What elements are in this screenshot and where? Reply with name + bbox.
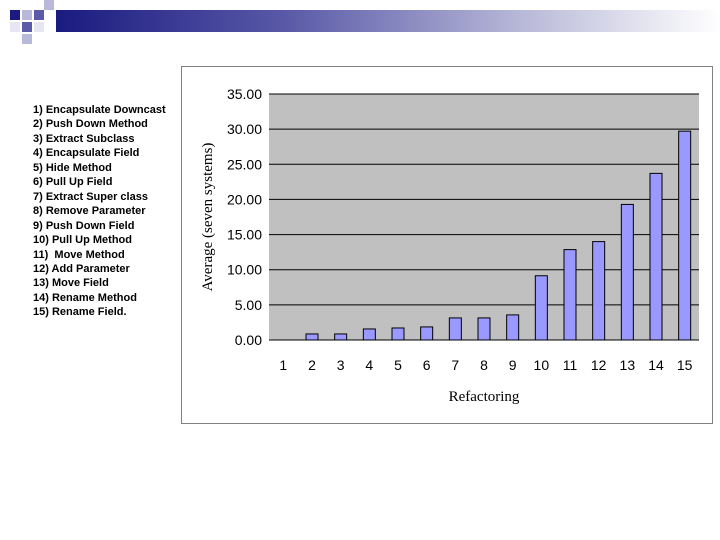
bar-chart: 0.00 5.00 10.00 15.00 20.00 25.00 30.00 35.00 1… [200,86,699,405]
x-tick-label: 2 [308,357,316,373]
bars [305,130,692,341]
legend-item: 10) Pull Up Method [33,234,132,247]
x-tick-label: 13 [620,357,636,373]
bar [305,333,319,341]
y-tick-label: 30.00 [227,121,262,137]
y-tick-labels: 0.00 5.00 10.00 15.00 20.00 25.00 30.00 35.00 [227,86,262,348]
legend-item: 15) Rename Field. [33,306,127,319]
header-square [10,22,20,32]
x-axis-label: Refactoring [449,389,520,405]
legend-item: 5) Hide Method [33,161,112,174]
x-tick-labels: 1 2 3 4 5 6 7 8 9 10 11 12 13 14 15 [279,357,692,373]
bar [620,203,634,341]
legend-item: 3) Extract Subclass [33,132,135,145]
x-tick-label: 9 [509,357,517,373]
legend-item: 1) Encapsulate Downcast [33,104,166,116]
bar [362,328,376,341]
header-square [10,10,20,20]
legend-item: 4) Encapsulate Field [33,147,140,160]
x-tick-label: 12 [591,357,607,373]
bar [448,317,462,341]
header-square [34,10,44,20]
legend-item: 6) Pull Up Field [33,176,113,189]
header-square [22,10,32,20]
legend-item: 9) Push Down Field [33,219,135,232]
plot-area [269,94,699,340]
header-square [22,22,32,32]
x-tick-label: 5 [394,357,402,373]
bar [506,314,520,341]
y-axis-label: Average (seven systems) [200,143,216,292]
bar [334,333,348,341]
y-tick-label: 15.00 [227,227,262,243]
y-tick-label: 10.00 [227,262,262,278]
x-tick-label: 6 [423,357,431,373]
header-decoration [0,0,720,46]
gridlines [269,93,699,341]
bar [391,327,405,341]
x-tick-label: 1 [279,357,287,373]
legend-item: 8) Remove Parameter [33,205,146,218]
header-gradient-bar [56,10,720,32]
x-tick-label: 4 [365,357,373,373]
chart-frame: 0.00 5.00 10.00 15.00 20.00 25.00 30.00 35.00 1… [181,66,713,424]
x-tick-label: 3 [337,357,345,373]
x-tick-label: 11 [563,357,578,373]
legend-item: 14) Rename Method [33,291,137,304]
y-tick-label: 35.00 [227,86,262,102]
refactoring-legend-list: 1) Encapsulate Downcast 2) Push Down Met… [33,103,166,320]
x-tick-label: 15 [677,357,693,373]
legend-item: 13) Move Field [33,277,109,290]
legend-item: 7) Extract Super class [33,190,148,203]
x-tick-label: 7 [451,357,459,373]
y-tick-label: 0.00 [235,332,262,348]
bar [420,326,434,341]
bar [477,317,491,341]
bar [563,249,577,341]
legend-item: 2) Push Down Method [33,118,148,131]
x-tick-label: 8 [480,357,488,373]
y-tick-label: 5.00 [235,297,262,313]
header-square [22,34,32,44]
legend-item: 11) Move Method [33,248,125,261]
bar [534,275,548,341]
header-square [44,0,54,10]
bar [592,241,606,341]
header-square [34,22,44,32]
bar [649,172,663,341]
legend-item: 12) Add Parameter [33,262,130,275]
y-tick-label: 25.00 [227,156,262,172]
bar [678,130,692,341]
x-tick-label: 10 [534,357,550,373]
y-tick-label: 20.00 [227,191,262,207]
x-tick-label: 14 [648,357,664,373]
